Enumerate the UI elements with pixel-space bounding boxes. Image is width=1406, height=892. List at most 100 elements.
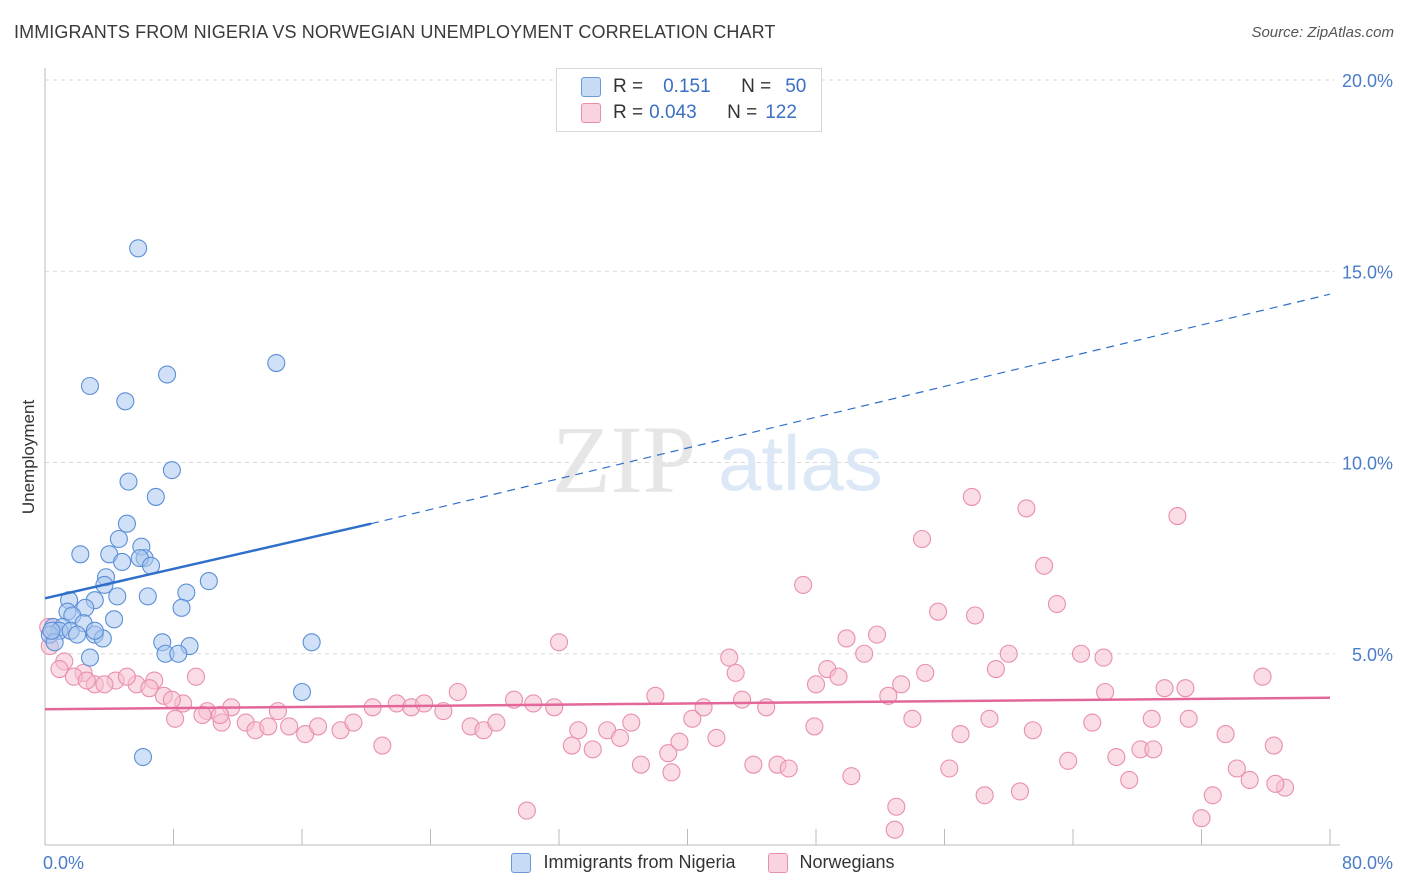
legend-swatch-pink — [581, 103, 601, 123]
norwegians-point — [162, 690, 181, 709]
norwegians-point — [733, 690, 752, 709]
norwegians-point — [720, 648, 739, 667]
y-tick-label: 15.0% — [1342, 262, 1393, 282]
norwegians-point — [646, 686, 665, 705]
nigeria-point — [80, 648, 100, 667]
x-tick-label-end: 80.0% — [1342, 853, 1393, 873]
norwegians-point — [193, 705, 212, 725]
norwegians-point — [77, 671, 96, 690]
norwegians-point — [1094, 648, 1113, 667]
norwegians-point — [806, 675, 826, 694]
nigeria-point — [169, 644, 188, 663]
norwegians-point — [1227, 759, 1246, 778]
norwegians-point — [631, 755, 650, 774]
norwegians-point — [903, 709, 922, 728]
norwegians-point — [117, 667, 136, 686]
nigeria-point — [162, 461, 181, 480]
nigeria-point — [129, 239, 148, 258]
nigeria-point — [113, 552, 132, 572]
norwegians-points — [39, 487, 1295, 839]
norwegians-point — [794, 575, 813, 594]
norwegians-point — [1059, 751, 1078, 770]
nigeria-point — [119, 472, 138, 491]
nigeria-point — [133, 747, 153, 767]
series-label-norwegians: Norwegians — [799, 852, 895, 872]
nigeria-point — [105, 610, 124, 629]
norwegians-point — [855, 644, 874, 663]
watermark-atlas: atlas — [718, 419, 883, 507]
norwegians-point — [670, 732, 689, 751]
norwegians-point — [1107, 747, 1126, 767]
norwegians-point — [562, 736, 581, 755]
norwegians-point — [879, 686, 898, 705]
legend-n-value: 50 — [785, 76, 807, 97]
norwegians-point — [344, 713, 363, 732]
norwegians-point — [1010, 782, 1030, 801]
legend-r-label: R = — [613, 102, 644, 123]
norwegians-point — [1071, 644, 1091, 663]
series-legend-norwegians[interactable]: Norwegians — [767, 852, 895, 873]
norwegians-point — [837, 629, 856, 648]
nigeria-trend-extension — [370, 293, 1331, 525]
series-legend-nigeria[interactable]: Immigrants from Nigeria — [511, 852, 736, 873]
norwegians-point — [1096, 682, 1115, 702]
nigeria-point — [85, 621, 104, 640]
norwegians-point — [683, 709, 702, 728]
norwegians-point — [867, 625, 887, 644]
nigeria-point — [109, 529, 128, 549]
source-label: Source: ZipAtlas.com — [1251, 24, 1394, 41]
norwegians-point — [726, 663, 745, 682]
nigeria-point — [71, 545, 90, 564]
norwegians-point — [744, 755, 763, 774]
norwegians-point — [1192, 809, 1211, 828]
norwegians-point — [1253, 667, 1272, 686]
norwegians-point — [662, 763, 681, 782]
norwegians-point — [892, 675, 911, 694]
y-axis-label: Unemployment — [19, 400, 38, 515]
norwegians-point — [140, 679, 159, 698]
norwegians-point — [487, 713, 506, 732]
norwegians-point — [1144, 740, 1163, 759]
norwegians-point — [659, 744, 678, 763]
legend-n-value: 122 — [765, 102, 797, 123]
nigeria-points — [40, 239, 321, 767]
series-legend: Immigrants from Nigeria Norwegians — [0, 852, 1406, 873]
norwegians-point — [448, 682, 467, 702]
nigeria-point — [267, 353, 286, 373]
norwegians-point — [1179, 709, 1198, 728]
norwegians-point — [999, 644, 1018, 663]
norwegians-point — [962, 487, 981, 506]
norwegians-point — [517, 801, 536, 820]
norwegians-point — [916, 663, 935, 682]
norwegians-point — [1176, 679, 1195, 698]
norwegians-point — [186, 667, 206, 686]
norwegians-point — [1168, 506, 1187, 526]
norwegians-point — [166, 709, 185, 728]
norwegians-point — [940, 759, 959, 778]
series-swatch-pink — [767, 852, 788, 873]
norwegians-point — [1240, 770, 1259, 790]
nigeria-point — [302, 633, 321, 652]
chart-title: IMMIGRANTS FROM NIGERIA VS NORWEGIAN UNE… — [14, 22, 776, 42]
legend-row-norwegians: R = 0.043 N = 122 — [581, 100, 797, 126]
norwegians-point — [1155, 679, 1174, 698]
correlation-legend: R = 0.151 N = 50 R = 0.043 N = 122 — [556, 68, 822, 132]
norwegians-trend-line — [44, 696, 1331, 711]
norwegians-point — [610, 728, 630, 747]
norwegians-point — [779, 759, 798, 778]
watermark: ZIP atlas — [552, 406, 883, 513]
series-swatch-blue — [511, 852, 532, 873]
norwegians-point — [211, 705, 230, 725]
nigeria-point — [108, 587, 127, 606]
norwegians-point — [1083, 713, 1102, 732]
norwegians-point — [95, 675, 114, 694]
norwegians-point — [1264, 736, 1283, 755]
nigeria-point — [68, 625, 87, 644]
nigeria-point — [199, 572, 218, 591]
norwegians-point — [569, 721, 588, 740]
axes — [44, 68, 1340, 846]
tick-labels: 5.0% 10.0% 15.0% 20.0% 0.0% 80.0% — [43, 71, 1393, 873]
norwegians-point — [842, 767, 861, 786]
norwegians-point — [929, 602, 948, 621]
norwegians-point — [259, 717, 278, 736]
